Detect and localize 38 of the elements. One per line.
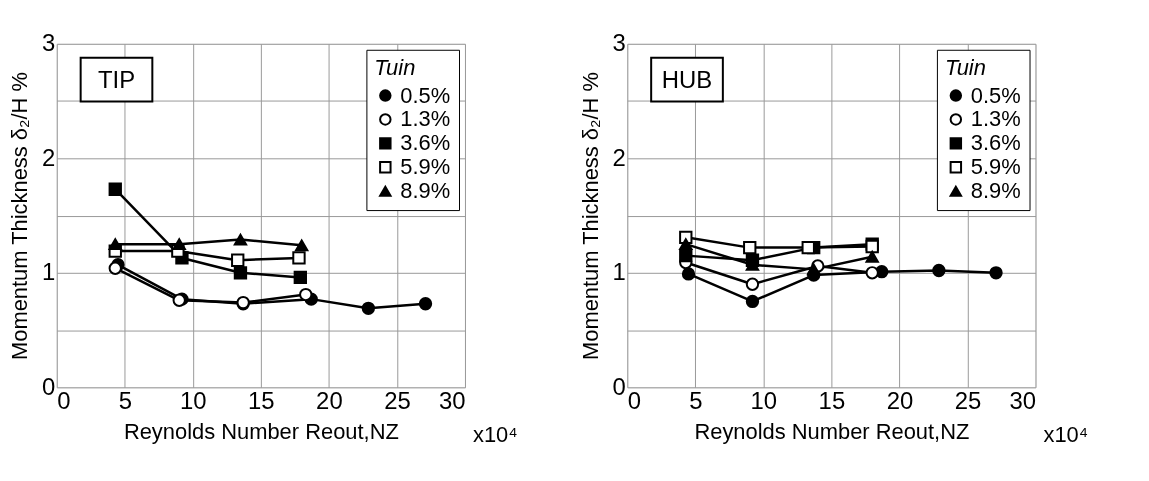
x-tick-label: 5 bbox=[118, 386, 132, 414]
x-tick-label: 20 bbox=[886, 386, 914, 414]
legend-label: 0.5% bbox=[400, 82, 451, 108]
y-tick-label: 3 bbox=[612, 29, 626, 57]
y-axis-title: Momentum Thickness δ₂/H % bbox=[577, 72, 603, 361]
y-axis-title: Momentum Thickness δ₂/H % bbox=[7, 72, 33, 361]
x-tick-label: 10 bbox=[750, 386, 778, 414]
y-tick-label: 1 bbox=[612, 258, 626, 286]
legend-label: 0.5% bbox=[970, 82, 1021, 108]
x-axis-title: Reynolds Number Reout,NZ bbox=[123, 418, 399, 444]
x-tick-label: 30 bbox=[1009, 386, 1036, 414]
x-tick-label: 5 bbox=[689, 386, 703, 414]
text: x10⁴ bbox=[472, 422, 518, 448]
legend-label: 8.9% bbox=[970, 178, 1021, 204]
text: x10⁴ bbox=[1043, 422, 1089, 448]
legend-title: Tuin bbox=[944, 54, 986, 80]
legend-label: 3.6% bbox=[970, 130, 1021, 156]
legend-label: 8.9% bbox=[400, 178, 451, 204]
legend-title: Tuin bbox=[374, 54, 416, 80]
legend-label: 1.3% bbox=[400, 106, 451, 132]
y-tick-label: 2 bbox=[612, 143, 626, 171]
y-tick-label: 3 bbox=[41, 29, 56, 57]
x-tick-label: 30 bbox=[438, 386, 466, 414]
y-tick-label: 2 bbox=[41, 143, 56, 171]
x-tick-label: 10 bbox=[180, 386, 207, 414]
annotation: TIP bbox=[97, 65, 136, 93]
legend-label: 1.3% bbox=[970, 106, 1021, 132]
x-tick-label: 15 bbox=[818, 386, 846, 414]
legend-label: 3.6% bbox=[400, 130, 451, 156]
x-tick-label: 25 bbox=[384, 386, 411, 414]
annotation: HUB bbox=[661, 65, 713, 93]
y-tick-label: 1 bbox=[41, 258, 56, 286]
legend-label: 5.9% bbox=[400, 154, 451, 180]
x-tick-label: 15 bbox=[248, 386, 275, 414]
x-tick-label: 25 bbox=[954, 386, 982, 414]
legend-label: 5.9% bbox=[970, 154, 1021, 180]
x-axis-title: Reynolds Number Reout,NZ bbox=[694, 418, 970, 444]
x-tick-label: 20 bbox=[316, 386, 343, 414]
